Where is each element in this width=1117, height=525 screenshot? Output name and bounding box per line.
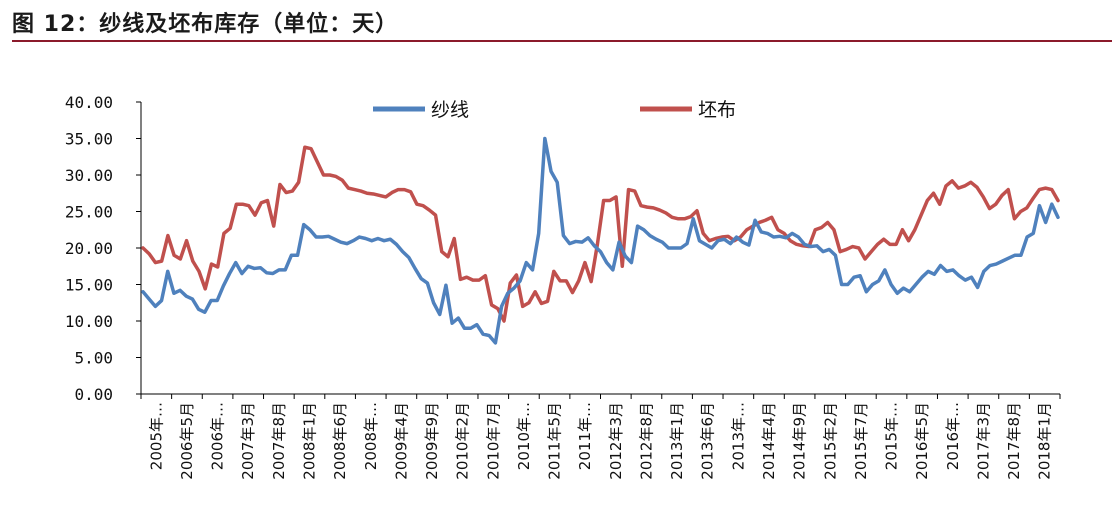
y-tick-label: 30.00 <box>65 166 113 185</box>
x-tick-label: 2013年1月 <box>668 402 686 480</box>
x-tick-label: 2009年9月 <box>423 402 441 480</box>
x-tick-label: 2016年… <box>944 402 962 470</box>
x-tick-label: 2007年3月 <box>239 402 257 480</box>
y-tick-label: 0.00 <box>74 385 113 404</box>
legend-label-yarn: 纱线 <box>431 99 469 121</box>
x-tick-label: 2011年… <box>576 402 594 470</box>
x-tick-label: 2006年… <box>209 402 227 470</box>
series-lines <box>141 136 1060 345</box>
y-tick-label: 20.00 <box>65 239 113 258</box>
x-axis: 2005年… 2006年5月 2006年… 2007年3月 2007年8月 2008年1月… <box>140 393 1061 480</box>
legend: 纱线 坯布 <box>373 99 736 121</box>
x-tick-label: 2016年5月 <box>913 402 931 480</box>
x-tick-label: 2017年8月 <box>1005 402 1023 480</box>
y-tick-label: 25.00 <box>65 203 113 222</box>
x-tick-label: 2015年… <box>883 402 901 470</box>
x-tick-label: 2013年… <box>729 402 747 470</box>
x-tick-label: 2010年2月 <box>454 402 472 480</box>
x-tick-label: 2013年6月 <box>699 402 717 480</box>
x-tick-label: 2012年3月 <box>607 402 625 480</box>
x-tick-label: 2005年… <box>147 402 165 470</box>
x-tick-label: 2006年5月 <box>178 402 196 480</box>
x-tick-label: 2008年… <box>362 402 380 470</box>
y-tick-label: 35.00 <box>65 130 113 149</box>
x-tick-label: 2014年9月 <box>791 402 809 480</box>
x-tick-label: 2015年7月 <box>852 402 870 480</box>
x-tick-label: 2009年4月 <box>392 402 410 480</box>
x-tick-label: 2007年8月 <box>270 402 288 480</box>
x-tick-label: 2018年1月 <box>1036 402 1054 480</box>
x-tick-label: 2017年3月 <box>974 402 992 480</box>
x-tick-label: 2012年8月 <box>637 402 655 480</box>
chart-title: 图 12：纱线及坯布库存（单位：天） <box>12 12 399 37</box>
legend-label-cloth: 坯布 <box>698 99 736 121</box>
series-yarn-line <box>141 136 1060 345</box>
title-divider <box>12 40 1112 42</box>
x-tick-label: 2014年4月 <box>760 402 778 480</box>
y-tick-label: 15.00 <box>65 276 113 295</box>
x-tick-label: 2008年1月 <box>300 402 318 480</box>
y-tick-label: 5.00 <box>74 349 113 368</box>
series-cloth-line <box>141 145 1060 323</box>
x-tick-label: 2010年7月 <box>484 402 502 480</box>
x-tick-label: 2015年2月 <box>821 402 839 480</box>
x-tick-label: 2008年6月 <box>331 402 349 480</box>
y-tick-label: 10.00 <box>65 312 113 331</box>
y-tick-label: 40.00 <box>65 93 113 112</box>
x-tick-label: 2011年5月 <box>546 402 564 480</box>
x-tick-label: 2010年… <box>515 402 533 470</box>
y-axis: 0.00 5.00 10.00 15.00 20.00 25.00 30.00 35.00 40… <box>65 93 142 404</box>
